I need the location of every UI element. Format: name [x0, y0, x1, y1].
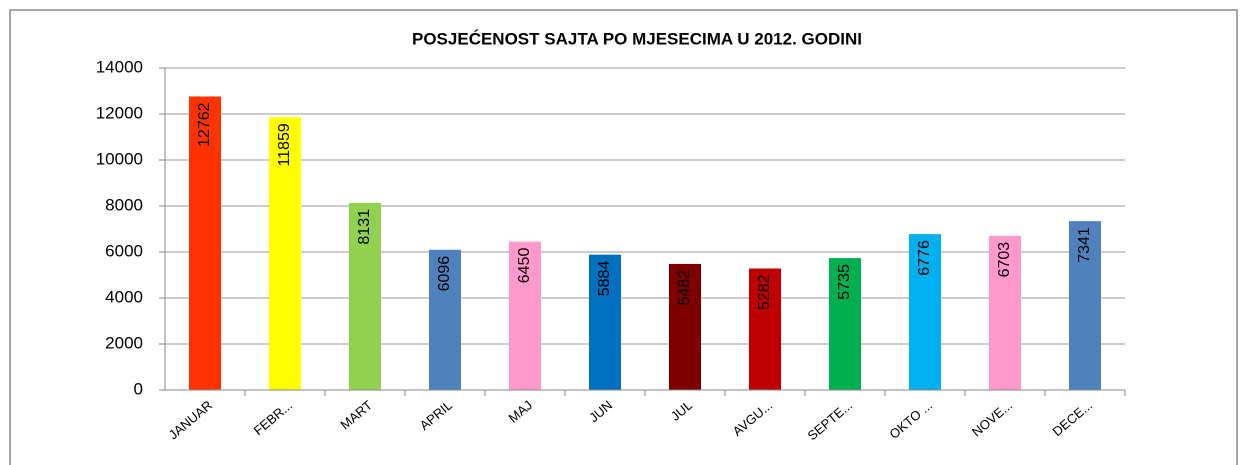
value-label: 6096	[436, 256, 453, 292]
x-tick-label: NOVE...	[969, 397, 1015, 439]
chart-frame	[9, 9, 1238, 465]
x-tick-label: MAJ	[506, 397, 536, 425]
bar	[189, 96, 221, 390]
bar	[509, 241, 541, 390]
y-tick-label: 10000	[96, 149, 143, 168]
x-tick-label: APRIL	[417, 397, 455, 433]
y-tick-label: 12000	[96, 103, 143, 122]
y-tick-label: 14000	[96, 57, 143, 76]
x-tick-label: OKTO ...	[886, 397, 935, 441]
y-tick-label: 2000	[105, 333, 143, 352]
bar	[989, 235, 1021, 390]
x-tick-label: JUN	[586, 397, 615, 425]
y-tick-label: 0	[134, 379, 143, 398]
bar	[749, 268, 781, 390]
value-label: 12762	[196, 102, 213, 147]
value-label: 7341	[1076, 227, 1093, 263]
bar	[909, 234, 941, 390]
value-label: 6450	[516, 248, 533, 284]
value-label: 6776	[916, 240, 933, 276]
value-label: 5282	[756, 274, 773, 310]
y-tick-label: 8000	[105, 195, 143, 214]
x-tick-label: DECE...	[1050, 397, 1096, 439]
bar	[669, 263, 701, 390]
value-label: 5884	[596, 261, 613, 297]
bar	[829, 258, 861, 390]
y-tick-label: 6000	[105, 241, 143, 260]
value-label: 5482	[676, 270, 693, 306]
bar	[589, 254, 621, 390]
bar	[349, 202, 381, 390]
bar	[1069, 221, 1101, 390]
bar	[269, 117, 301, 391]
chart-title: POSJEĆENOST SAJTA PO MJESECIMA U 2012. G…	[412, 29, 862, 48]
value-label: 6703	[996, 242, 1013, 278]
x-tick-label: FEBR...	[251, 397, 296, 438]
y-tick-label: 4000	[105, 287, 143, 306]
value-label: 11859	[276, 123, 293, 166]
bar	[429, 249, 461, 390]
x-tick-label: SEPTE...	[805, 397, 856, 443]
x-tick-label: MART	[337, 397, 375, 432]
value-label: 5735	[836, 264, 853, 300]
x-tick-label: JANUAR	[166, 397, 215, 442]
x-tick-label: AVGU...	[730, 397, 775, 439]
x-tick-label: JUL	[668, 397, 695, 423]
value-label: 8131	[356, 209, 373, 245]
